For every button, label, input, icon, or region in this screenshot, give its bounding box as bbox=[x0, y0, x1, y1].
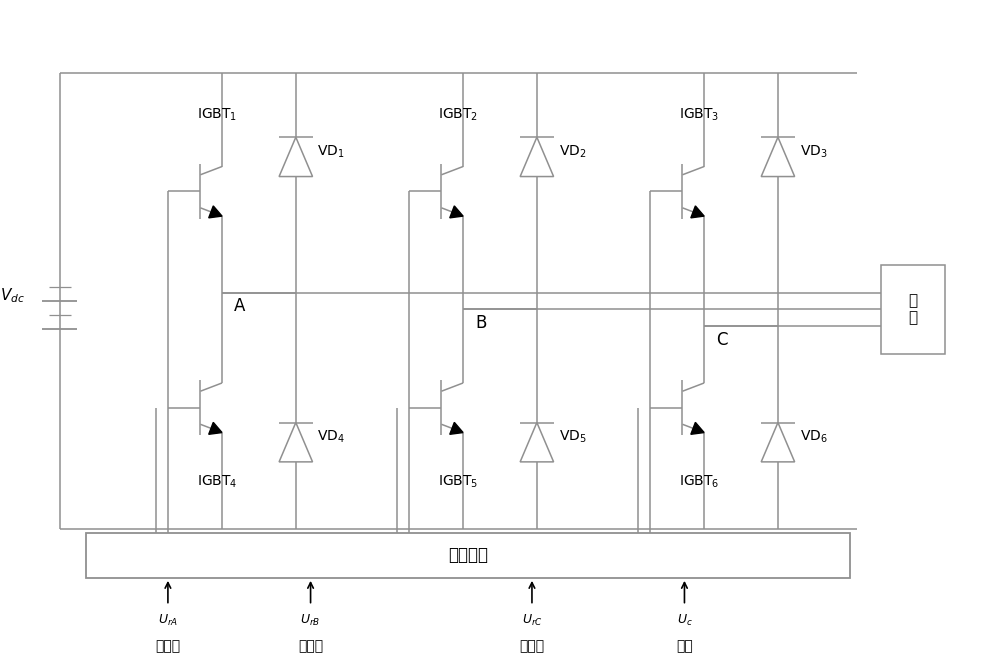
Text: C: C bbox=[716, 331, 727, 349]
Polygon shape bbox=[450, 422, 463, 434]
Text: 调制电路: 调制电路 bbox=[448, 546, 488, 564]
Text: VD$_3$: VD$_3$ bbox=[800, 143, 827, 160]
Text: 信号波: 信号波 bbox=[298, 639, 323, 653]
Bar bbox=[86, 533, 850, 578]
Text: IGBT$_5$: IGBT$_5$ bbox=[438, 473, 478, 490]
Polygon shape bbox=[691, 206, 704, 218]
Text: IGBT$_4$: IGBT$_4$ bbox=[197, 473, 237, 490]
Text: VD$_5$: VD$_5$ bbox=[559, 429, 586, 446]
Text: 负
载: 负 载 bbox=[909, 293, 918, 325]
Polygon shape bbox=[450, 206, 463, 218]
Text: 信号波: 信号波 bbox=[519, 639, 545, 653]
Text: $U_c$: $U_c$ bbox=[677, 612, 692, 627]
Bar bbox=[881, 265, 945, 354]
Text: VD$_4$: VD$_4$ bbox=[317, 429, 345, 446]
Text: $V_{dc}$: $V_{dc}$ bbox=[0, 287, 25, 305]
Polygon shape bbox=[209, 206, 222, 218]
Text: A: A bbox=[234, 297, 245, 315]
Text: $U_{rA}$: $U_{rA}$ bbox=[158, 612, 178, 627]
Polygon shape bbox=[209, 422, 222, 434]
Text: IGBT$_1$: IGBT$_1$ bbox=[197, 106, 237, 123]
Text: VD$_2$: VD$_2$ bbox=[559, 143, 586, 160]
Text: IGBT$_2$: IGBT$_2$ bbox=[438, 106, 478, 123]
Text: IGBT$_3$: IGBT$_3$ bbox=[679, 106, 719, 123]
Text: VD$_1$: VD$_1$ bbox=[317, 143, 345, 160]
Text: 载波: 载波 bbox=[676, 639, 693, 653]
Text: 信号波: 信号波 bbox=[155, 639, 180, 653]
Text: $U_{rB}$: $U_{rB}$ bbox=[300, 612, 321, 627]
Text: B: B bbox=[475, 314, 486, 332]
Text: $U_{rC}$: $U_{rC}$ bbox=[522, 612, 542, 627]
Text: IGBT$_6$: IGBT$_6$ bbox=[679, 473, 719, 490]
Polygon shape bbox=[691, 422, 704, 434]
Text: VD$_6$: VD$_6$ bbox=[800, 429, 827, 446]
